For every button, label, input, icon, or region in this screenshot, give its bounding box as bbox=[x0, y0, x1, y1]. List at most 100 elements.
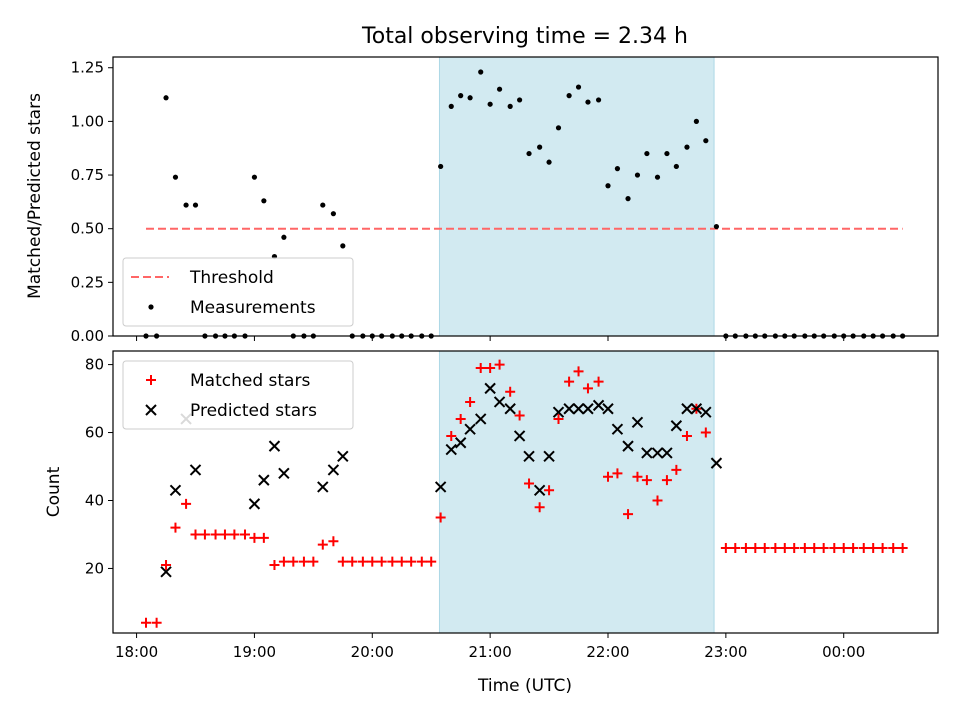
bottom-series-0-point bbox=[269, 560, 280, 571]
bottom-series-0-point bbox=[564, 376, 575, 387]
bottom-highlight-span bbox=[438, 350, 715, 634]
top-series-0-point bbox=[172, 174, 179, 180]
top-series-0-point bbox=[625, 196, 631, 202]
bottom-series-0-point bbox=[337, 556, 348, 567]
top-series-0-point bbox=[192, 202, 199, 208]
bottom-series-0-point bbox=[387, 556, 398, 567]
top-legend: Threshold Measurements bbox=[122, 257, 354, 327]
bottom-series-0-point bbox=[623, 509, 634, 520]
bottom-series-0-point bbox=[141, 617, 151, 628]
top-series-0-point bbox=[537, 144, 543, 150]
bottom-y-tick-label: 40 bbox=[85, 491, 104, 509]
bottom-series-1-point bbox=[454, 437, 467, 449]
top-series-0-point bbox=[566, 93, 572, 99]
bottom-series-0-point bbox=[151, 617, 162, 628]
bottom-series-0-point bbox=[652, 495, 663, 506]
bottom-series-0-point bbox=[779, 543, 790, 554]
bottom-series-0-point bbox=[475, 362, 486, 373]
bottom-series-1-point bbox=[690, 403, 703, 415]
top-series-0-point bbox=[693, 118, 699, 124]
bottom-series-1-point bbox=[651, 447, 664, 459]
bottom-series-1-point bbox=[572, 403, 585, 415]
bottom-series-0-point bbox=[505, 386, 516, 397]
top-series-0-point bbox=[654, 174, 661, 180]
bottom-series-0-point bbox=[170, 522, 181, 533]
top-series-0-point bbox=[684, 144, 690, 150]
top-series-0-point bbox=[585, 99, 591, 105]
bottom-series-1-point bbox=[445, 443, 457, 456]
top-series-0-point bbox=[673, 163, 679, 170]
bottom-series-0-point bbox=[258, 532, 269, 543]
top-y-tick-label: 1.25 bbox=[71, 59, 104, 77]
bottom-series-0-point bbox=[877, 543, 888, 554]
plot-layer: 0.00 0.25 0.50 0.75 1.00 1.25 Threshold Measure… bbox=[71, 56, 939, 661]
x-tick-label: 00:00 bbox=[822, 643, 865, 661]
bottom-series-0-point bbox=[759, 543, 770, 554]
bottom-series-1-point bbox=[248, 498, 261, 510]
x-tick-label: 22:00 bbox=[586, 643, 629, 661]
bottom-series-1-point bbox=[661, 447, 673, 459]
top-series-0-point bbox=[281, 234, 287, 240]
top-legend-marker bbox=[148, 304, 154, 310]
bottom-series-0-point bbox=[681, 430, 692, 441]
top-y-tick-label: 0.75 bbox=[71, 166, 104, 184]
top-y-tick-label: 0.25 bbox=[71, 273, 104, 291]
bottom-series-1-point bbox=[434, 481, 447, 493]
bottom-series-0-point bbox=[661, 475, 672, 486]
x-tick-label: 19:00 bbox=[233, 643, 276, 661]
bottom-series-0-point bbox=[553, 413, 564, 424]
bottom-series-0-point bbox=[700, 427, 711, 438]
top-y-tick-label: 1.00 bbox=[71, 112, 104, 130]
bottom-series-1-point bbox=[670, 420, 683, 432]
bottom-series-1-point bbox=[592, 399, 605, 412]
bottom-series-0-point bbox=[582, 383, 593, 394]
bottom-series-0-point bbox=[534, 502, 545, 513]
bottom-legend-box bbox=[122, 360, 354, 430]
bottom-series-0-point bbox=[347, 556, 358, 567]
bottom-series-0-point bbox=[396, 556, 407, 567]
top-series-0-point bbox=[438, 163, 444, 170]
bottom-axes-frame bbox=[112, 350, 939, 634]
top-series-0-point bbox=[526, 150, 532, 157]
bottom-series-1-point bbox=[533, 484, 546, 497]
bottom-series-0-point bbox=[161, 560, 172, 571]
bottom-series-0-point bbox=[671, 464, 682, 475]
bottom-series-0-point bbox=[416, 556, 427, 567]
bottom-series-0-point bbox=[288, 556, 299, 567]
bottom-series-0-point bbox=[829, 543, 840, 554]
bottom-series-1-point bbox=[258, 474, 270, 486]
top-series-0-point bbox=[320, 202, 326, 208]
top-series-0-point bbox=[546, 159, 552, 165]
top-legend-box bbox=[122, 257, 354, 327]
bottom-series-0-point bbox=[249, 532, 260, 543]
bottom-series-1-point bbox=[464, 423, 476, 435]
top-series-0-point bbox=[478, 69, 484, 75]
bottom-legend: Matched stars Predicted stars bbox=[122, 360, 354, 430]
bottom-series-0-point bbox=[494, 359, 505, 370]
top-series-0-point bbox=[330, 211, 336, 217]
bottom-series-0-point bbox=[455, 413, 466, 424]
bottom-series-1-point bbox=[700, 406, 712, 418]
bottom-series-1-point bbox=[484, 382, 496, 395]
bottom-series-1-point bbox=[160, 566, 172, 578]
top-series-0-point bbox=[614, 166, 621, 172]
bottom-series-1-point bbox=[327, 464, 340, 476]
bottom-series-0-point bbox=[308, 556, 319, 567]
x-axis-label: Time (UTC) bbox=[477, 676, 572, 696]
bottom-series-0-point bbox=[720, 543, 731, 554]
top-series-0-point bbox=[340, 243, 346, 249]
top-series-0-point bbox=[664, 150, 670, 157]
bottom-series-0-point bbox=[848, 543, 859, 554]
chart-title: Total observing time = 2.34 h bbox=[361, 24, 688, 49]
bottom-series-0-point bbox=[888, 543, 899, 554]
top-series-0-point bbox=[458, 93, 464, 99]
bottom-series-1-point bbox=[611, 423, 624, 435]
bottom-series-1-point bbox=[582, 403, 594, 415]
top-series-0-point bbox=[261, 198, 267, 204]
bottom-series-0-point bbox=[573, 366, 584, 377]
bottom-series-0-point bbox=[190, 529, 201, 540]
top-series-0-point bbox=[575, 84, 582, 90]
bottom-series-0-point bbox=[524, 478, 535, 489]
bottom-series-0-point bbox=[632, 471, 643, 482]
bottom-series-1-point bbox=[710, 457, 723, 469]
